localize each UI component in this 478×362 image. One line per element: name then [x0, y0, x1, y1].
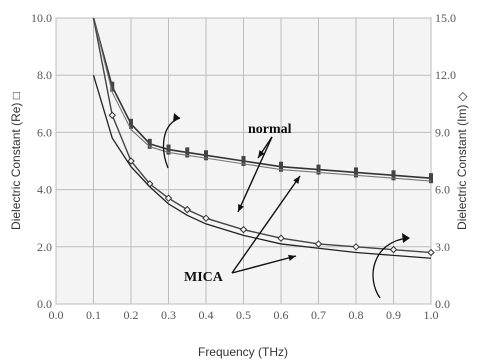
x-tick-label: 0.8	[349, 308, 364, 322]
series-0-point	[185, 147, 190, 158]
arrow-normal-to-upper-head	[258, 150, 265, 158]
x-tick-label: 0.1	[86, 308, 101, 322]
y-right-tick-label: 6.0	[435, 183, 450, 197]
series-0-point	[110, 81, 115, 92]
series-2-point	[352, 243, 360, 251]
series-0-point	[166, 144, 171, 155]
y-left-tick-label: 0.0	[37, 297, 52, 311]
series-0-point	[354, 167, 358, 178]
x-tick-label: 0.2	[124, 308, 139, 322]
x-tick-labels: 0.0 0.1 0.2 0.3 0.4 0.5 0.6 0.7 0.8 0.9 1.0	[49, 308, 439, 322]
series-0-point	[129, 118, 133, 129]
arrow-normal-to-lower-head	[238, 204, 244, 212]
series-2-point	[427, 248, 435, 257]
y-right-tick-label: 9.0	[435, 125, 450, 139]
arrow-mica-to-upper-head	[293, 176, 300, 184]
y-left-tick-label: 8.0	[37, 68, 52, 82]
y-right-tick-label: 12.0	[435, 68, 456, 82]
x-tick-label: 0.6	[274, 308, 289, 322]
annotation-layer: normal MICA	[162, 113, 410, 299]
series-line-1	[92, 17, 432, 182]
x-tick-label: 1.0	[424, 308, 439, 322]
series-0-point	[241, 156, 246, 166]
curved-arrow-right-axis-head	[402, 233, 410, 243]
series-0-point	[279, 161, 283, 172]
y-right-tick-label: 0.0	[435, 297, 450, 311]
series-2-point	[389, 245, 398, 254]
series-0-point	[391, 170, 396, 181]
series-2-point	[314, 240, 323, 248]
curved-arrow-left-axis-head	[173, 113, 180, 122]
y-left-tick-label: 2.0	[37, 240, 52, 254]
y-right-tick-label: 15.0	[435, 11, 456, 25]
arrow-mica-to-upper	[231, 175, 301, 274]
y-right-axis-title: Dielectric Constant (Im) ◇	[455, 91, 469, 230]
series-0-point	[204, 150, 208, 161]
series-2-point	[239, 225, 248, 234]
series-0-point	[316, 164, 321, 175]
arrow-normal-to-lower	[237, 136, 273, 213]
annotation-normal: normal	[248, 122, 292, 137]
series-2-point	[277, 234, 285, 242]
x-tick-label: 0.3	[161, 308, 176, 322]
y-right-tick-label: 3.0	[435, 240, 450, 254]
x-axis-title: Frequency (THz)	[198, 345, 288, 359]
series-2-point	[202, 214, 210, 222]
series-0-point	[429, 173, 433, 184]
curved-arrow-right-axis	[372, 237, 409, 299]
arrow-mica-to-lower	[231, 255, 297, 274]
series-0-point	[147, 138, 152, 149]
annotation-mica: MICA	[184, 270, 224, 285]
series-2-point	[164, 194, 173, 202]
y-left-tick-label: 10.0	[31, 11, 52, 25]
series-2-point	[127, 157, 135, 165]
y-left-tick-label: 6.0	[37, 125, 52, 139]
y-right-tick-labels: 0.0 3.0 6.0 9.0 12.0 15.0	[435, 11, 456, 311]
x-tick-label: 0.5	[236, 308, 251, 322]
series-2-point	[108, 111, 116, 119]
x-tick-label: 0.0	[49, 308, 64, 322]
series-line-3	[92, 75, 432, 259]
series-layer	[92, 17, 435, 259]
y-left-axis-title: Dielectric Constant (Re) □	[9, 92, 23, 230]
y-left-tick-labels: 0.0 2.0 4.0 6.0 8.0 10.0	[31, 11, 52, 311]
y-left-tick-label: 4.0	[37, 183, 52, 197]
series-2-point	[183, 205, 191, 214]
x-tick-label: 0.4	[199, 308, 214, 322]
x-tick-label: 0.7	[311, 308, 326, 322]
arrow-mica-to-lower-head	[288, 254, 296, 261]
x-tick-label: 0.9	[386, 308, 401, 322]
